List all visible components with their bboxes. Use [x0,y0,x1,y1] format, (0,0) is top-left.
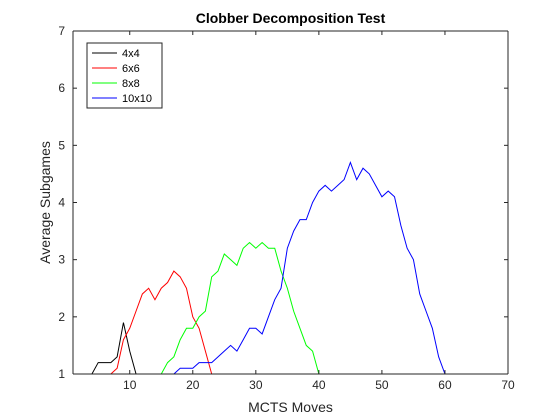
legend-box [86,42,163,109]
series-line-8x8 [160,241,320,375]
x-tick-label: 70 [501,378,515,392]
legend-label-10x10: 10x10 [122,93,152,105]
legend: 4x4 6x6 8x8 10x10 [86,42,163,109]
y-tick-label: 7 [58,24,65,38]
x-tick-label: 20 [186,378,200,392]
x-tick-label: 40 [312,378,326,392]
series-line-10x10 [161,161,446,375]
legend-label-8x8: 8x8 [122,78,140,90]
y-axis-label: Average Subgames [37,141,53,264]
legend-label-4x4: 4x4 [122,48,140,60]
x-tick-label: 60 [438,378,452,392]
x-tick-label: 10 [123,378,137,392]
y-tick-label: 5 [58,138,65,152]
y-tick-label: 2 [58,310,65,324]
y-tick-label: 1 [58,367,65,381]
axes-layer: 10 20 30 40 50 60 70 1 2 3 4 5 6 7 [58,24,515,392]
x-tick-label: 30 [249,378,263,392]
legend-label-6x6: 6x6 [122,63,140,75]
x-axis-label: MCTS Moves [248,399,333,415]
y-tick-label: 6 [58,81,65,95]
y-tick-label: 3 [58,253,65,267]
x-tick-label: 50 [375,378,389,392]
y-tick-label: 4 [58,196,65,210]
chart-title: Clobber Decomposition Test [196,10,386,26]
